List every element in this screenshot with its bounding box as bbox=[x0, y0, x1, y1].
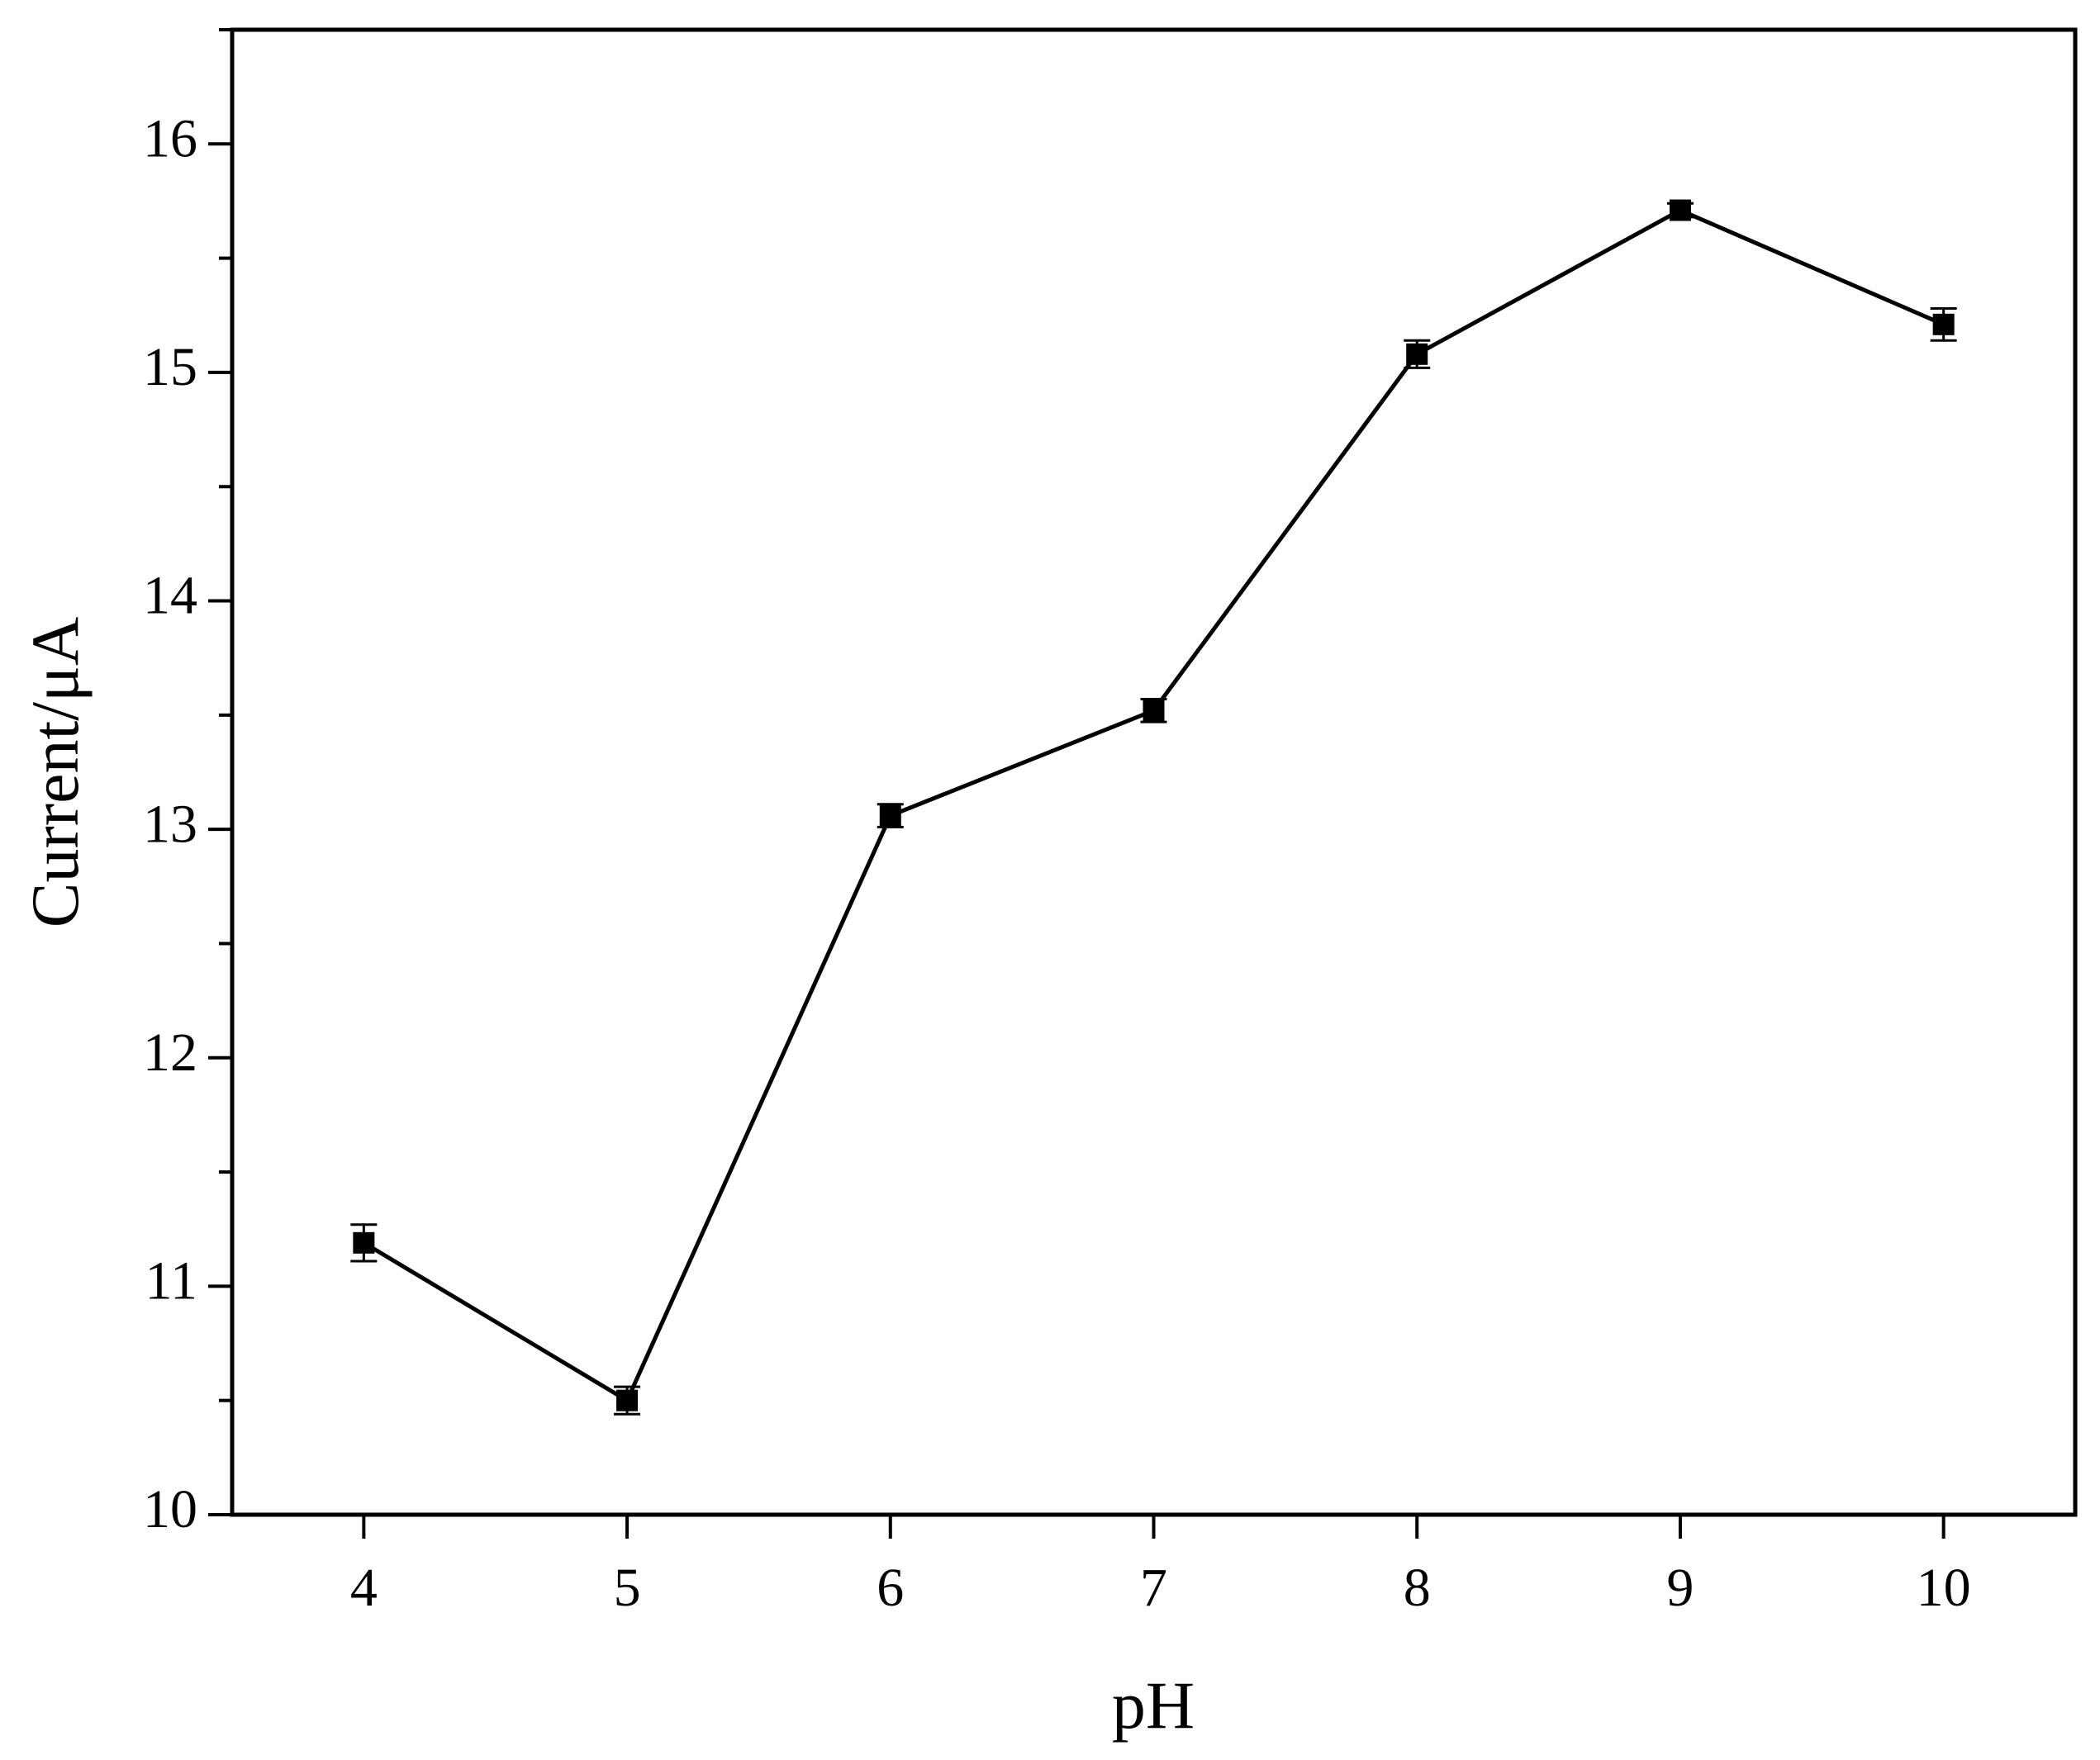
y-tick-label: 12 bbox=[143, 1022, 197, 1083]
x-tick-label: 8 bbox=[1404, 1558, 1431, 1618]
x-tick-label: 10 bbox=[1917, 1558, 1971, 1618]
data-point bbox=[616, 1389, 639, 1411]
data-point bbox=[879, 804, 901, 827]
y-tick-label: 11 bbox=[145, 1251, 197, 1312]
y-tick-label: 13 bbox=[143, 794, 197, 854]
y-tick-label: 10 bbox=[143, 1479, 197, 1539]
x-tick-label: 9 bbox=[1666, 1558, 1694, 1618]
x-tick-label: 7 bbox=[1140, 1558, 1167, 1618]
x-axis-label: pH bbox=[1112, 1667, 1195, 1743]
x-tick-label: 4 bbox=[350, 1558, 378, 1618]
data-point bbox=[1143, 700, 1165, 722]
y-tick-label: 16 bbox=[143, 108, 197, 168]
data-point bbox=[1406, 343, 1428, 365]
plot-frame bbox=[230, 27, 2078, 1517]
data-point bbox=[1669, 199, 1691, 221]
y-axis-label: Current/μA bbox=[17, 617, 93, 927]
x-tick-label: 5 bbox=[614, 1558, 641, 1618]
y-tick-label: 15 bbox=[143, 337, 197, 397]
data-point bbox=[1932, 313, 1955, 335]
data-point bbox=[353, 1231, 375, 1254]
x-tick-label: 6 bbox=[877, 1558, 904, 1618]
y-tick-label: 14 bbox=[143, 566, 197, 626]
